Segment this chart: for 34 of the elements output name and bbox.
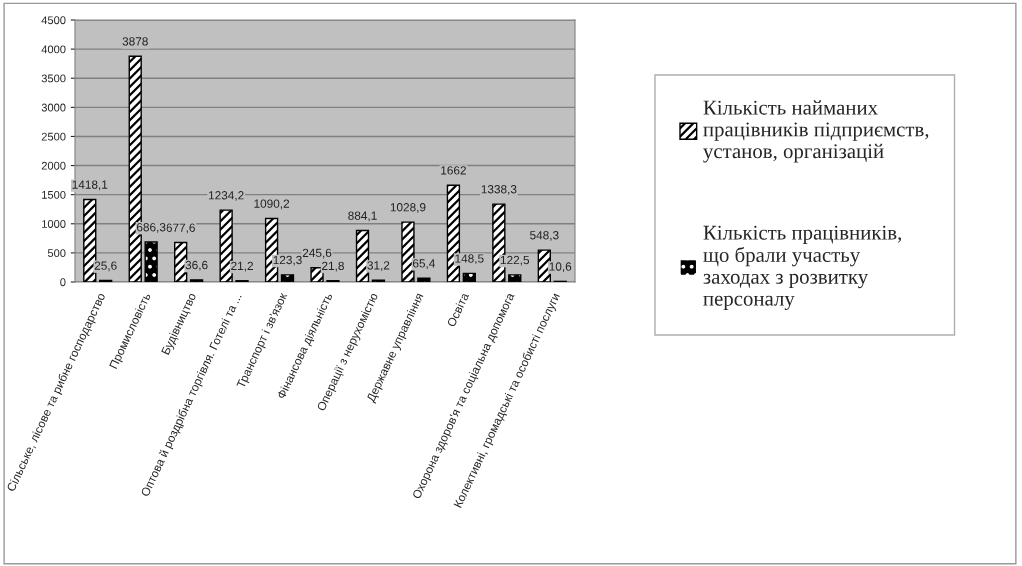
legend-label: Кількість найманих працівників підприємств, установ, організацій — [703, 100, 929, 163]
y-tick-label: 4500 — [41, 16, 66, 25]
data-label: 884,1 — [348, 211, 377, 222]
legend-label: Кількість працівників, що брали участьу заходах з розвитку персоналу — [703, 225, 901, 310]
data-label: 31,2 — [367, 261, 390, 271]
y-tick-label: 1500 — [42, 190, 66, 199]
data-label: 36,6 — [185, 260, 208, 271]
data-label: 148,5 — [455, 254, 484, 265]
data-label: 10,6 — [549, 262, 572, 273]
data-label: 1338,3 — [481, 185, 517, 195]
y-tick-label: 2000 — [41, 161, 66, 170]
data-label: 1028,9 — [390, 203, 426, 213]
y-tick-label: 3500 — [41, 74, 66, 83]
y-tick-label: 1000 — [42, 220, 66, 228]
data-label: 1418,1 — [72, 180, 108, 191]
data-label: 25,6 — [94, 261, 117, 272]
y-tick-label: 2500 — [41, 132, 66, 141]
data-label: 122,5 — [500, 255, 530, 266]
data-label: 65,4 — [412, 259, 436, 269]
data-label: 677,6 — [166, 223, 195, 234]
y-tick-label: 500 — [47, 249, 66, 258]
data-label: 21,8 — [322, 261, 344, 272]
y-tick-label: 3000 — [41, 103, 66, 112]
data-label: 21,2 — [231, 261, 253, 272]
data-label: 245,6 — [302, 248, 332, 259]
data-label: 1090,2 — [254, 199, 290, 210]
data-label: 1234,2 — [208, 191, 244, 201]
data-label: 686,3 — [136, 223, 166, 233]
data-label: 548,3 — [530, 231, 559, 241]
y-tick-label: 4000 — [41, 45, 66, 54]
data-label: 123,3 — [273, 255, 302, 266]
data-label: 3878 — [122, 37, 148, 46]
y-tick-label: 0 — [60, 278, 66, 287]
data-label: 1662 — [441, 166, 466, 175]
